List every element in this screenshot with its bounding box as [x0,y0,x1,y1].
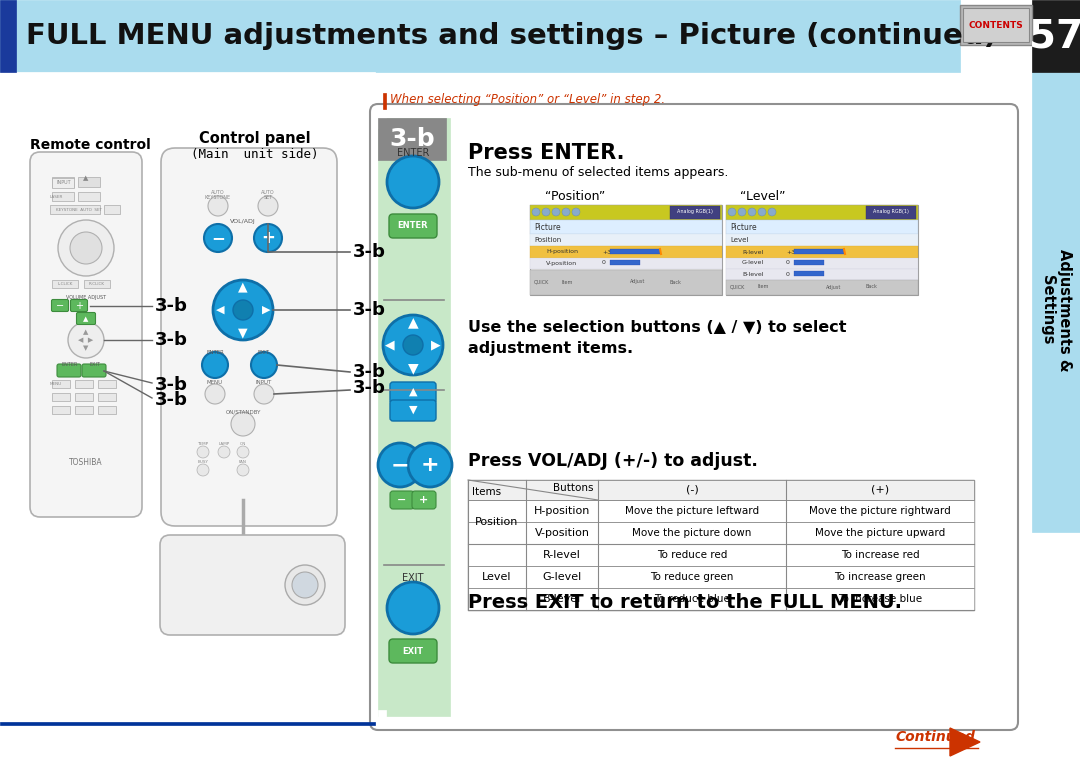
Text: Analog RGB(1): Analog RGB(1) [677,209,713,215]
Text: Use the selection buttons (▲ / ▼) to select
adjustment items.: Use the selection buttons (▲ / ▼) to sel… [468,320,847,356]
Text: To increase green: To increase green [834,572,926,582]
Text: +: + [75,301,83,311]
FancyBboxPatch shape [963,8,1029,42]
Text: (-): (-) [686,485,699,495]
FancyBboxPatch shape [75,393,93,401]
Circle shape [285,565,325,605]
Text: ENTER: ENTER [397,222,429,231]
FancyBboxPatch shape [389,214,437,238]
Text: QUICK: QUICK [534,280,550,284]
Text: 3-b: 3-b [389,127,435,151]
FancyBboxPatch shape [726,280,918,295]
FancyBboxPatch shape [52,406,70,414]
Circle shape [378,443,422,487]
Text: +: + [419,495,429,505]
Text: G-level: G-level [742,261,765,266]
FancyBboxPatch shape [726,205,918,295]
Text: Adjustments &
Settings: Adjustments & Settings [1040,249,1072,371]
FancyBboxPatch shape [378,118,450,716]
Text: QUICK: QUICK [730,284,745,290]
Text: ▼: ▼ [408,405,417,415]
Text: Continued: Continued [895,730,975,744]
Circle shape [68,322,104,358]
Text: ▲: ▲ [408,387,417,397]
Text: “Position”: “Position” [545,190,605,203]
Circle shape [758,208,766,216]
FancyBboxPatch shape [530,234,723,246]
Text: ▲: ▲ [83,175,89,181]
FancyBboxPatch shape [82,364,106,377]
Text: TEMP: TEMP [198,442,208,446]
Circle shape [213,280,273,340]
Text: Move the picture down: Move the picture down [632,528,752,538]
FancyBboxPatch shape [726,246,918,258]
FancyBboxPatch shape [468,480,974,610]
Text: AUTO
KEYSTONE: AUTO KEYSTONE [205,189,231,200]
FancyBboxPatch shape [468,522,974,544]
FancyBboxPatch shape [98,393,116,401]
FancyBboxPatch shape [52,280,78,288]
Circle shape [218,446,230,458]
Text: ◀: ◀ [386,338,395,351]
Text: FULL MENU adjustments and settings – Picture (continued): FULL MENU adjustments and settings – Pic… [26,22,997,50]
FancyBboxPatch shape [0,0,16,72]
FancyBboxPatch shape [378,112,386,128]
Text: Press ENTER.: Press ENTER. [468,143,624,163]
Text: Remote control: Remote control [29,138,150,152]
Text: ◀: ◀ [216,305,225,315]
Circle shape [233,300,253,320]
FancyBboxPatch shape [468,500,974,522]
FancyBboxPatch shape [468,544,974,566]
FancyBboxPatch shape [57,364,81,377]
Circle shape [383,315,443,375]
Text: Position: Position [534,237,562,243]
Text: EXIT: EXIT [402,573,423,583]
FancyBboxPatch shape [530,205,723,295]
FancyBboxPatch shape [530,220,723,234]
Text: Adjust: Adjust [630,280,646,284]
Circle shape [258,196,278,216]
Circle shape [572,208,580,216]
Circle shape [70,232,102,264]
Text: To reduce green: To reduce green [650,572,733,582]
Text: R-CLICK: R-CLICK [89,282,105,286]
Text: +: + [261,229,275,247]
Text: B-level: B-level [742,271,764,277]
Circle shape [728,208,735,216]
Text: Position: Position [475,517,518,527]
FancyBboxPatch shape [52,192,75,201]
FancyBboxPatch shape [866,206,916,219]
Text: R-level: R-level [543,550,581,560]
Circle shape [738,208,746,216]
FancyBboxPatch shape [78,192,100,201]
Text: Control panel: Control panel [199,131,311,146]
Text: V-position: V-position [546,261,577,266]
Text: Move the picture leftward: Move the picture leftward [625,506,759,516]
FancyBboxPatch shape [468,588,974,610]
FancyBboxPatch shape [52,393,70,401]
FancyBboxPatch shape [70,299,87,312]
Text: Move the picture rightward: Move the picture rightward [809,506,950,516]
FancyBboxPatch shape [52,299,68,312]
Text: BUSY: BUSY [198,460,208,464]
Text: (Main  unit side): (Main unit side) [191,148,319,161]
FancyBboxPatch shape [794,249,843,254]
Text: +3: +3 [602,250,611,254]
FancyBboxPatch shape [378,710,386,720]
Text: Press EXIT to return to the FULL MENU.: Press EXIT to return to the FULL MENU. [468,594,902,613]
Text: ENTER: ENTER [62,361,78,367]
FancyBboxPatch shape [390,382,436,403]
FancyBboxPatch shape [370,104,1018,730]
Text: 3-b: 3-b [353,363,386,381]
FancyBboxPatch shape [52,177,75,187]
FancyBboxPatch shape [52,380,70,388]
Text: 0: 0 [602,261,606,266]
Circle shape [208,196,228,216]
Text: KEYSTONE  AUTO  SET: KEYSTONE AUTO SET [56,208,103,212]
FancyBboxPatch shape [30,152,141,517]
Text: ▶: ▶ [431,338,441,351]
FancyBboxPatch shape [468,480,974,500]
Circle shape [768,208,777,216]
FancyBboxPatch shape [530,246,723,258]
